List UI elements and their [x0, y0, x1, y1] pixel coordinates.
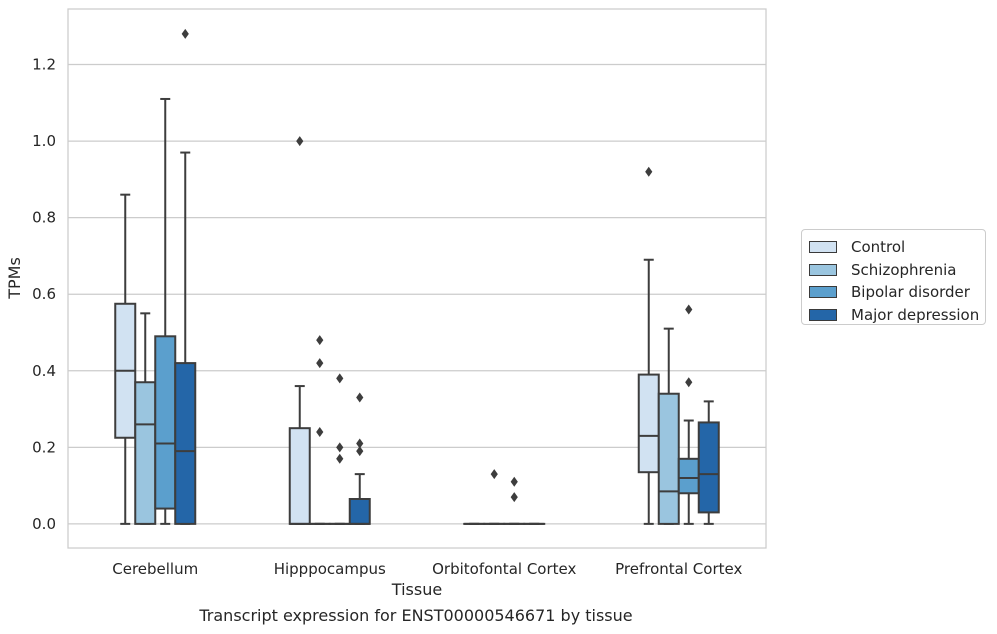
- y-tick-label: 1.2: [32, 56, 56, 74]
- box-1-1: [308, 335, 331, 525]
- legend-item: Schizophrenia: [809, 259, 985, 282]
- legend-label: Bipolar disorder: [851, 283, 970, 302]
- legend-item: Bipolar disorder: [809, 281, 985, 304]
- outlier-point: [316, 335, 324, 346]
- chart-title: Transcript expression for ENST0000054667…: [199, 606, 633, 625]
- box-0-1: [134, 312, 157, 525]
- outlier-point: [645, 166, 653, 177]
- legend-label: Control: [851, 238, 906, 257]
- box-body: [154, 335, 177, 510]
- outlier-point: [316, 427, 324, 438]
- legend-item: Control: [809, 236, 985, 259]
- box-3-3: [697, 400, 720, 525]
- box-3-0: [637, 166, 660, 525]
- x-tick-label: Hipppocampus: [274, 560, 386, 578]
- box-body: [134, 381, 157, 525]
- x-tick-labels: Cerebellum Hipppocampus Orbitofontal Corte…: [112, 560, 742, 578]
- box-2-1: [483, 469, 506, 525]
- legend-swatch: [809, 263, 837, 276]
- legend: Control Schizophrenia Bipolar disorder Majo…: [801, 229, 986, 325]
- outlier-point: [510, 492, 518, 503]
- box-3-1: [657, 327, 680, 525]
- outlier-point: [336, 453, 344, 464]
- outlier-point: [510, 476, 518, 487]
- box-body: [657, 392, 680, 525]
- outlier-point: [336, 442, 344, 453]
- outlier-point: [336, 373, 344, 384]
- outlier-point: [356, 392, 364, 403]
- box-3-2: [677, 304, 700, 525]
- outlier-point: [296, 136, 304, 147]
- outlier-point: [356, 446, 364, 457]
- y-tick-label: 1.0: [32, 132, 56, 150]
- y-axis-label: TPMs: [5, 257, 24, 300]
- x-tick-label: Orbitofontal Cortex: [432, 560, 576, 578]
- box-body: [348, 498, 371, 525]
- x-tick-label: Prefrontal Cortex: [615, 560, 742, 578]
- box-1-2: [328, 373, 351, 525]
- box-2-2: [503, 476, 526, 525]
- y-tick-labels: 0.0 0.2 0.4 0.6 0.8 1.0 1.2: [32, 56, 56, 533]
- legend-swatch: [809, 241, 837, 254]
- box-body: [677, 457, 700, 495]
- y-tick-label: 0.6: [32, 285, 56, 303]
- box-0-0: [114, 193, 137, 525]
- box-body: [288, 427, 311, 525]
- outlier-point: [490, 469, 498, 480]
- legend-label: Major depression: [851, 305, 980, 324]
- legend-item: Major depression: [809, 304, 985, 327]
- outlier-point: [181, 28, 189, 39]
- y-tick-label: 0.8: [32, 209, 56, 227]
- box-series: [114, 28, 720, 525]
- y-tick-label: 0.4: [32, 362, 56, 380]
- x-tick-label: Cerebellum: [112, 560, 198, 578]
- box-body: [697, 421, 720, 514]
- outlier-point: [685, 377, 693, 388]
- box-0-3: [174, 28, 197, 525]
- box-1-3: [348, 392, 371, 525]
- legend-label: Schizophrenia: [851, 260, 957, 279]
- outlier-point: [316, 358, 324, 369]
- y-tick-label: 0.0: [32, 515, 56, 533]
- plot-frame: [67, 8, 767, 549]
- box-body: [174, 362, 197, 525]
- y-tick-label: 0.2: [32, 438, 56, 456]
- outlier-point: [685, 304, 693, 315]
- box-body: [637, 373, 660, 474]
- outlier-point: [356, 438, 364, 449]
- legend-swatch: [809, 286, 837, 299]
- box-1-0: [288, 136, 311, 525]
- legend-swatch: [809, 308, 837, 321]
- box-0-2: [154, 97, 177, 525]
- x-axis-label: Tissue: [391, 580, 442, 599]
